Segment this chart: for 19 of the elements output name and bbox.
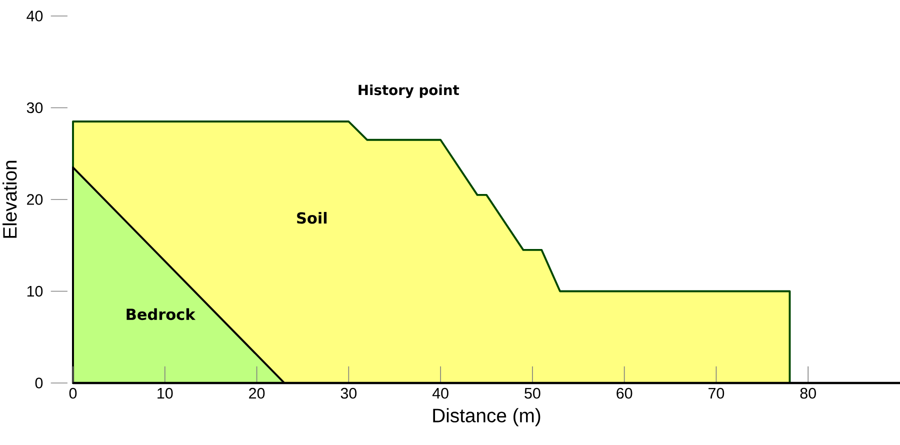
y-tick-label: 0: [35, 378, 43, 388]
y-tick-label: 40: [26, 10, 43, 22]
x-tick-label: 70: [708, 388, 724, 399]
x-tick-label: 60: [616, 388, 632, 399]
x-tick-label: 20: [249, 388, 265, 399]
x-tick-label: 30: [340, 388, 357, 399]
x-tick-label: 0: [69, 388, 77, 399]
y-axis-title: Elevation: [2, 160, 17, 238]
series-label: Soil: [297, 212, 327, 224]
x-tick-label: 50: [524, 388, 540, 399]
y-tick-label: 20: [27, 194, 43, 205]
x-tick-label: 80: [800, 388, 816, 399]
annotation: History point: [358, 84, 460, 98]
x-tick-label: 40: [432, 388, 448, 399]
x-axis-title: Distance (m): [433, 408, 540, 426]
y-tick-label: 10: [27, 286, 43, 297]
series-label: Bedrock: [126, 308, 196, 320]
x-tick-label: 10: [158, 388, 173, 399]
y-tick-label: 30: [26, 102, 43, 114]
